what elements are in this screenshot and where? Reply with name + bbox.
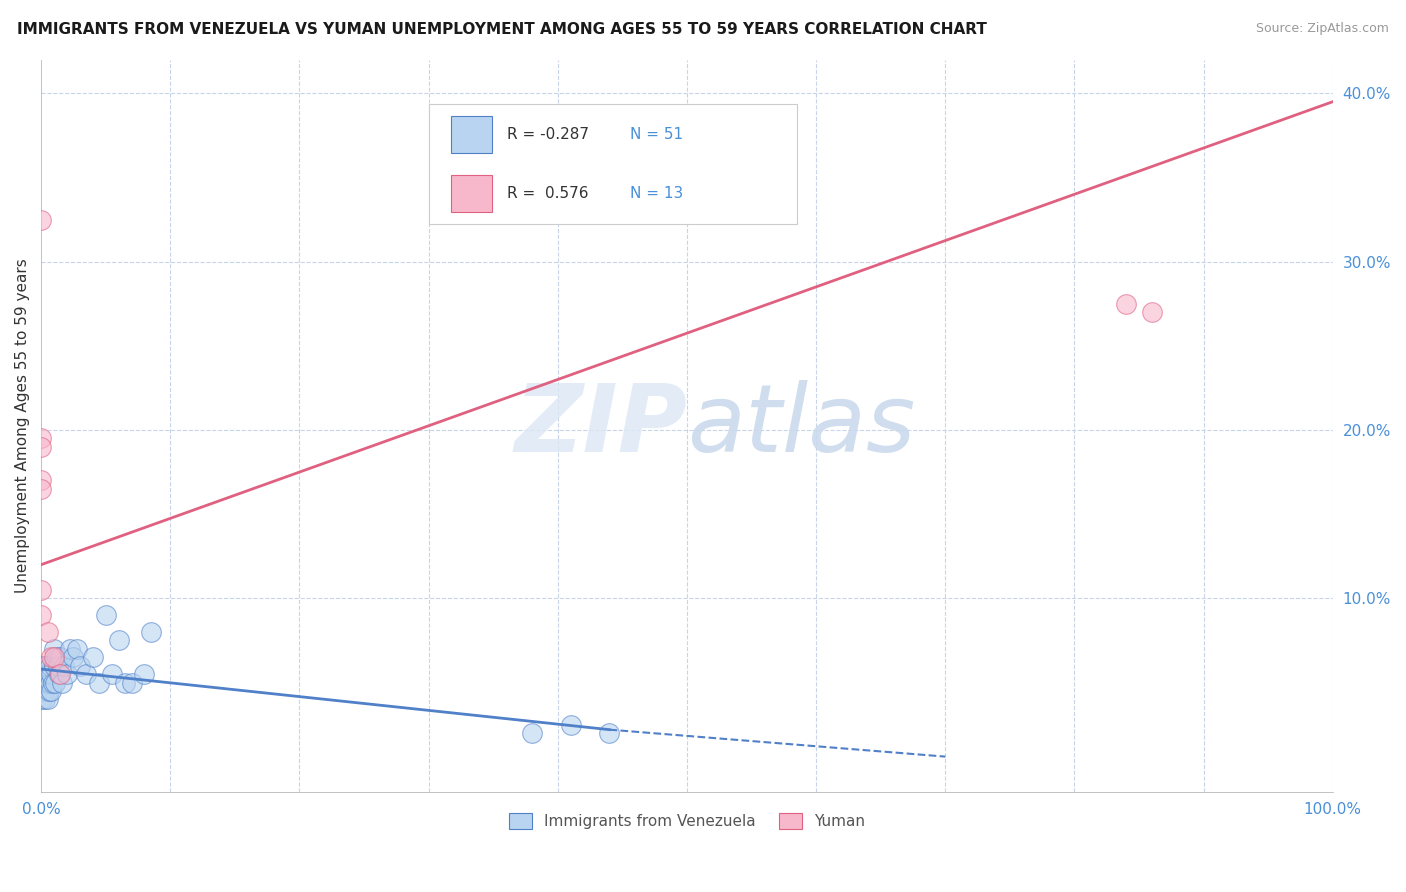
Point xyxy=(38,684,60,698)
Text: Source: ZipAtlas.com: Source: ZipAtlas.com xyxy=(1256,22,1389,36)
Point xyxy=(49,650,72,665)
Point xyxy=(30,658,52,673)
Point xyxy=(30,474,52,488)
Point xyxy=(53,658,76,673)
Point xyxy=(69,658,91,673)
Point xyxy=(31,692,53,706)
Text: IMMIGRANTS FROM VENEZUELA VS YUMAN UNEMPLOYMENT AMONG AGES 55 TO 59 YEARS CORREL: IMMIGRANTS FROM VENEZUELA VS YUMAN UNEMP… xyxy=(17,22,987,37)
Text: R =  0.576: R = 0.576 xyxy=(508,186,589,201)
Point xyxy=(32,684,55,698)
Point xyxy=(48,667,70,681)
Point xyxy=(30,684,52,698)
FancyBboxPatch shape xyxy=(429,103,797,225)
Point xyxy=(121,675,143,690)
Point xyxy=(107,633,129,648)
Point xyxy=(34,692,56,706)
Point xyxy=(39,658,62,673)
Point xyxy=(41,667,63,681)
Text: atlas: atlas xyxy=(688,380,915,471)
Point xyxy=(42,641,65,656)
Point xyxy=(34,667,56,681)
Point xyxy=(598,726,620,740)
Point xyxy=(41,650,63,665)
Point xyxy=(51,675,73,690)
Text: R = -0.287: R = -0.287 xyxy=(508,127,589,142)
Point xyxy=(139,625,162,640)
Point xyxy=(1115,296,1137,310)
Point xyxy=(31,675,53,690)
Text: ZIP: ZIP xyxy=(515,380,688,472)
Point xyxy=(42,675,65,690)
Point xyxy=(66,641,89,656)
Point xyxy=(44,675,66,690)
Point xyxy=(30,482,52,496)
Text: N = 51: N = 51 xyxy=(630,127,683,142)
Y-axis label: Unemployment Among Ages 55 to 59 years: Unemployment Among Ages 55 to 59 years xyxy=(15,259,30,593)
Point xyxy=(35,675,58,690)
Point xyxy=(101,667,124,681)
Point xyxy=(134,667,156,681)
Point xyxy=(42,650,65,665)
Point xyxy=(75,667,97,681)
Legend: Immigrants from Venezuela, Yuman: Immigrants from Venezuela, Yuman xyxy=(503,806,870,836)
Point xyxy=(32,658,55,673)
FancyBboxPatch shape xyxy=(450,116,492,153)
Point xyxy=(82,650,104,665)
Point xyxy=(35,658,58,673)
Point xyxy=(30,582,52,597)
Point xyxy=(560,717,582,731)
Point xyxy=(58,641,80,656)
Point xyxy=(49,667,72,681)
Point xyxy=(30,431,52,445)
Point xyxy=(520,726,543,740)
Point xyxy=(37,692,59,706)
Point xyxy=(37,667,59,681)
Point xyxy=(30,440,52,454)
Point xyxy=(30,667,52,681)
Point xyxy=(30,212,52,227)
Point xyxy=(31,667,53,681)
Point xyxy=(42,658,65,673)
Point xyxy=(94,608,117,623)
Point xyxy=(30,675,52,690)
Point xyxy=(37,625,59,640)
Text: N = 13: N = 13 xyxy=(630,186,683,201)
Point xyxy=(30,608,52,623)
Point xyxy=(32,675,55,690)
Point xyxy=(46,658,69,673)
Point xyxy=(89,675,111,690)
Point xyxy=(45,650,67,665)
FancyBboxPatch shape xyxy=(450,176,492,212)
Point xyxy=(37,675,59,690)
Point xyxy=(1140,305,1163,319)
Point xyxy=(62,650,84,665)
Point xyxy=(56,667,79,681)
Point xyxy=(38,667,60,681)
Point xyxy=(39,675,62,690)
Point xyxy=(41,684,63,698)
Point xyxy=(114,675,136,690)
